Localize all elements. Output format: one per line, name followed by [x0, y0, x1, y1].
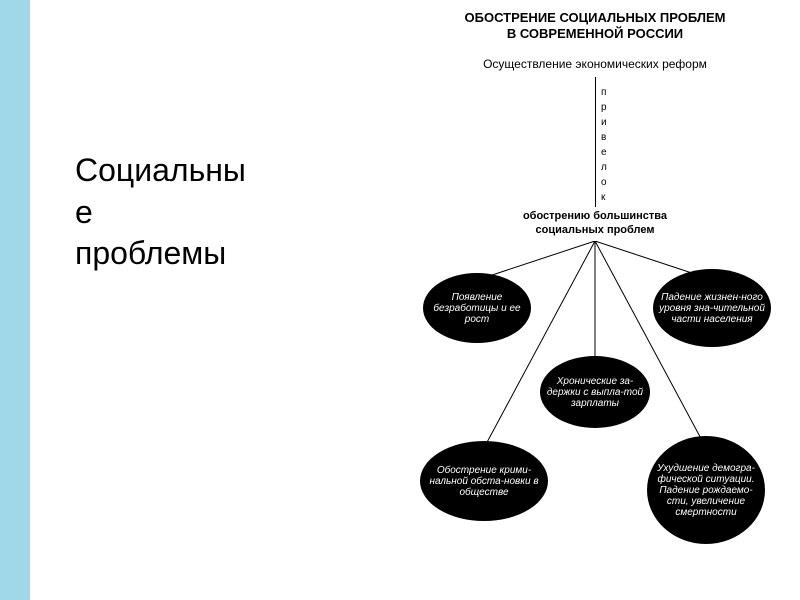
heading-line3: проблемы: [75, 233, 246, 275]
node-text: Обострение крими-нальной обста-новки в о…: [426, 465, 542, 498]
title-line2: В СОВРЕМЕННОЙ РОССИИ: [415, 26, 775, 42]
vl-8: к: [601, 190, 607, 205]
connector-area: п р и в е л о к: [415, 77, 775, 207]
vl-2: и: [601, 115, 607, 130]
node-text: Ухудшение демогра-фической ситуации. Пад…: [653, 463, 759, 518]
nodes-area: Появление безработицы и ее рост Падение …: [415, 241, 775, 571]
node-living-standard: Падение жизнен-ного уровня зна-чительной…: [653, 269, 771, 347]
title-line1: ОБОСТРЕНИЕ СОЦИАЛЬНЫХ ПРОБЛЕМ: [415, 10, 775, 26]
vl-0: п: [601, 85, 607, 100]
node-unemployment: Появление безработицы и ее рост: [423, 273, 531, 343]
vl-4: е: [601, 145, 607, 160]
vl-3: в: [601, 130, 607, 145]
diagram-region: ОБОСТРЕНИЕ СОЦИАЛЬНЫХ ПРОБЛЕМ В СОВРЕМЕН…: [415, 10, 775, 570]
slide-heading: Социальны е проблемы: [75, 150, 246, 275]
vl-6: о: [601, 175, 607, 190]
node-text: Падение жизнен-ного уровня зна-чительной…: [659, 292, 765, 325]
diagram-subtitle: Осуществление экономических реформ: [415, 57, 775, 71]
node-text: Хронические за-держки с выпла-той зарпла…: [546, 376, 644, 409]
vl-1: р: [601, 100, 607, 115]
mid-text: обострению большинства социальных пробле…: [415, 209, 775, 238]
vertical-line: [595, 77, 596, 207]
vertical-label: п р и в е л о к: [601, 85, 607, 205]
diagram-title: ОБОСТРЕНИЕ СОЦИАЛЬНЫХ ПРОБЛЕМ В СОВРЕМЕН…: [415, 10, 775, 43]
heading-line2: е: [75, 192, 246, 234]
midtext-line1: обострению большинства: [415, 209, 775, 223]
presentation-sidebar: [0, 0, 30, 600]
node-text: Появление безработицы и ее рост: [429, 292, 525, 325]
node-crime: Обострение крими-нальной обста-новки в о…: [420, 441, 548, 521]
midtext-line2: социальных проблем: [415, 223, 775, 237]
heading-line1: Социальны: [75, 150, 246, 192]
node-salary-delays: Хронические за-держки с выпла-той зарпла…: [540, 356, 650, 428]
vl-5: л: [601, 160, 607, 175]
node-demographics: Ухудшение демогра-фической ситуации. Пад…: [647, 436, 765, 544]
